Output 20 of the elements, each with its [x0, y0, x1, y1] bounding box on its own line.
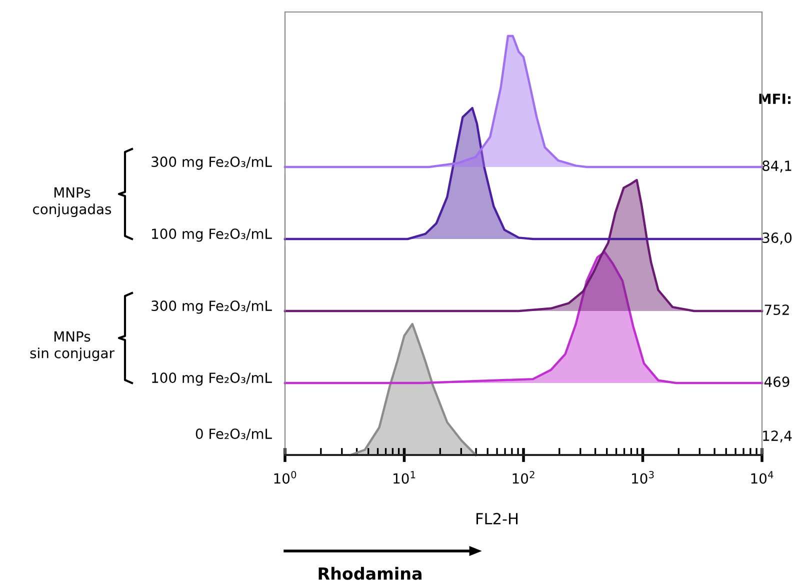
text: 12,4: [763, 430, 792, 442]
text: 469: [764, 376, 790, 388]
text: 0 Fe₂O₃/mL: [196, 428, 272, 440]
text: 36,0: [762, 232, 792, 244]
x-axis-title: FL2-H: [476, 512, 518, 524]
text: MFI:: [759, 94, 790, 104]
x-tick-label: 10$^{4}$: [751, 471, 774, 484]
series-label: 100 mg Fe₂O₃/mL: [152, 228, 272, 242]
text: 84,1: [762, 160, 792, 172]
text: 752: [764, 304, 789, 316]
x-tick-label: 10$^{2}$: [512, 470, 534, 484]
x-tick-label: 10$^{1}$: [394, 471, 416, 484]
text: MNPs sin conjugar: [30, 331, 114, 362]
text: Rhodamina: [318, 566, 422, 580]
x-tick-label: 10$^{3}$: [632, 470, 654, 484]
series-label: 300 mg Fe₂O₃/mL: [152, 300, 272, 314]
series-label: 300 mg Fe₂O₃/mL: [152, 156, 272, 170]
text: MNPs conjugadas: [33, 187, 112, 218]
x-tick-label: 10$^{0}$: [274, 470, 296, 484]
series-label: 100 mg Fe₂O₃/mL: [152, 372, 272, 386]
